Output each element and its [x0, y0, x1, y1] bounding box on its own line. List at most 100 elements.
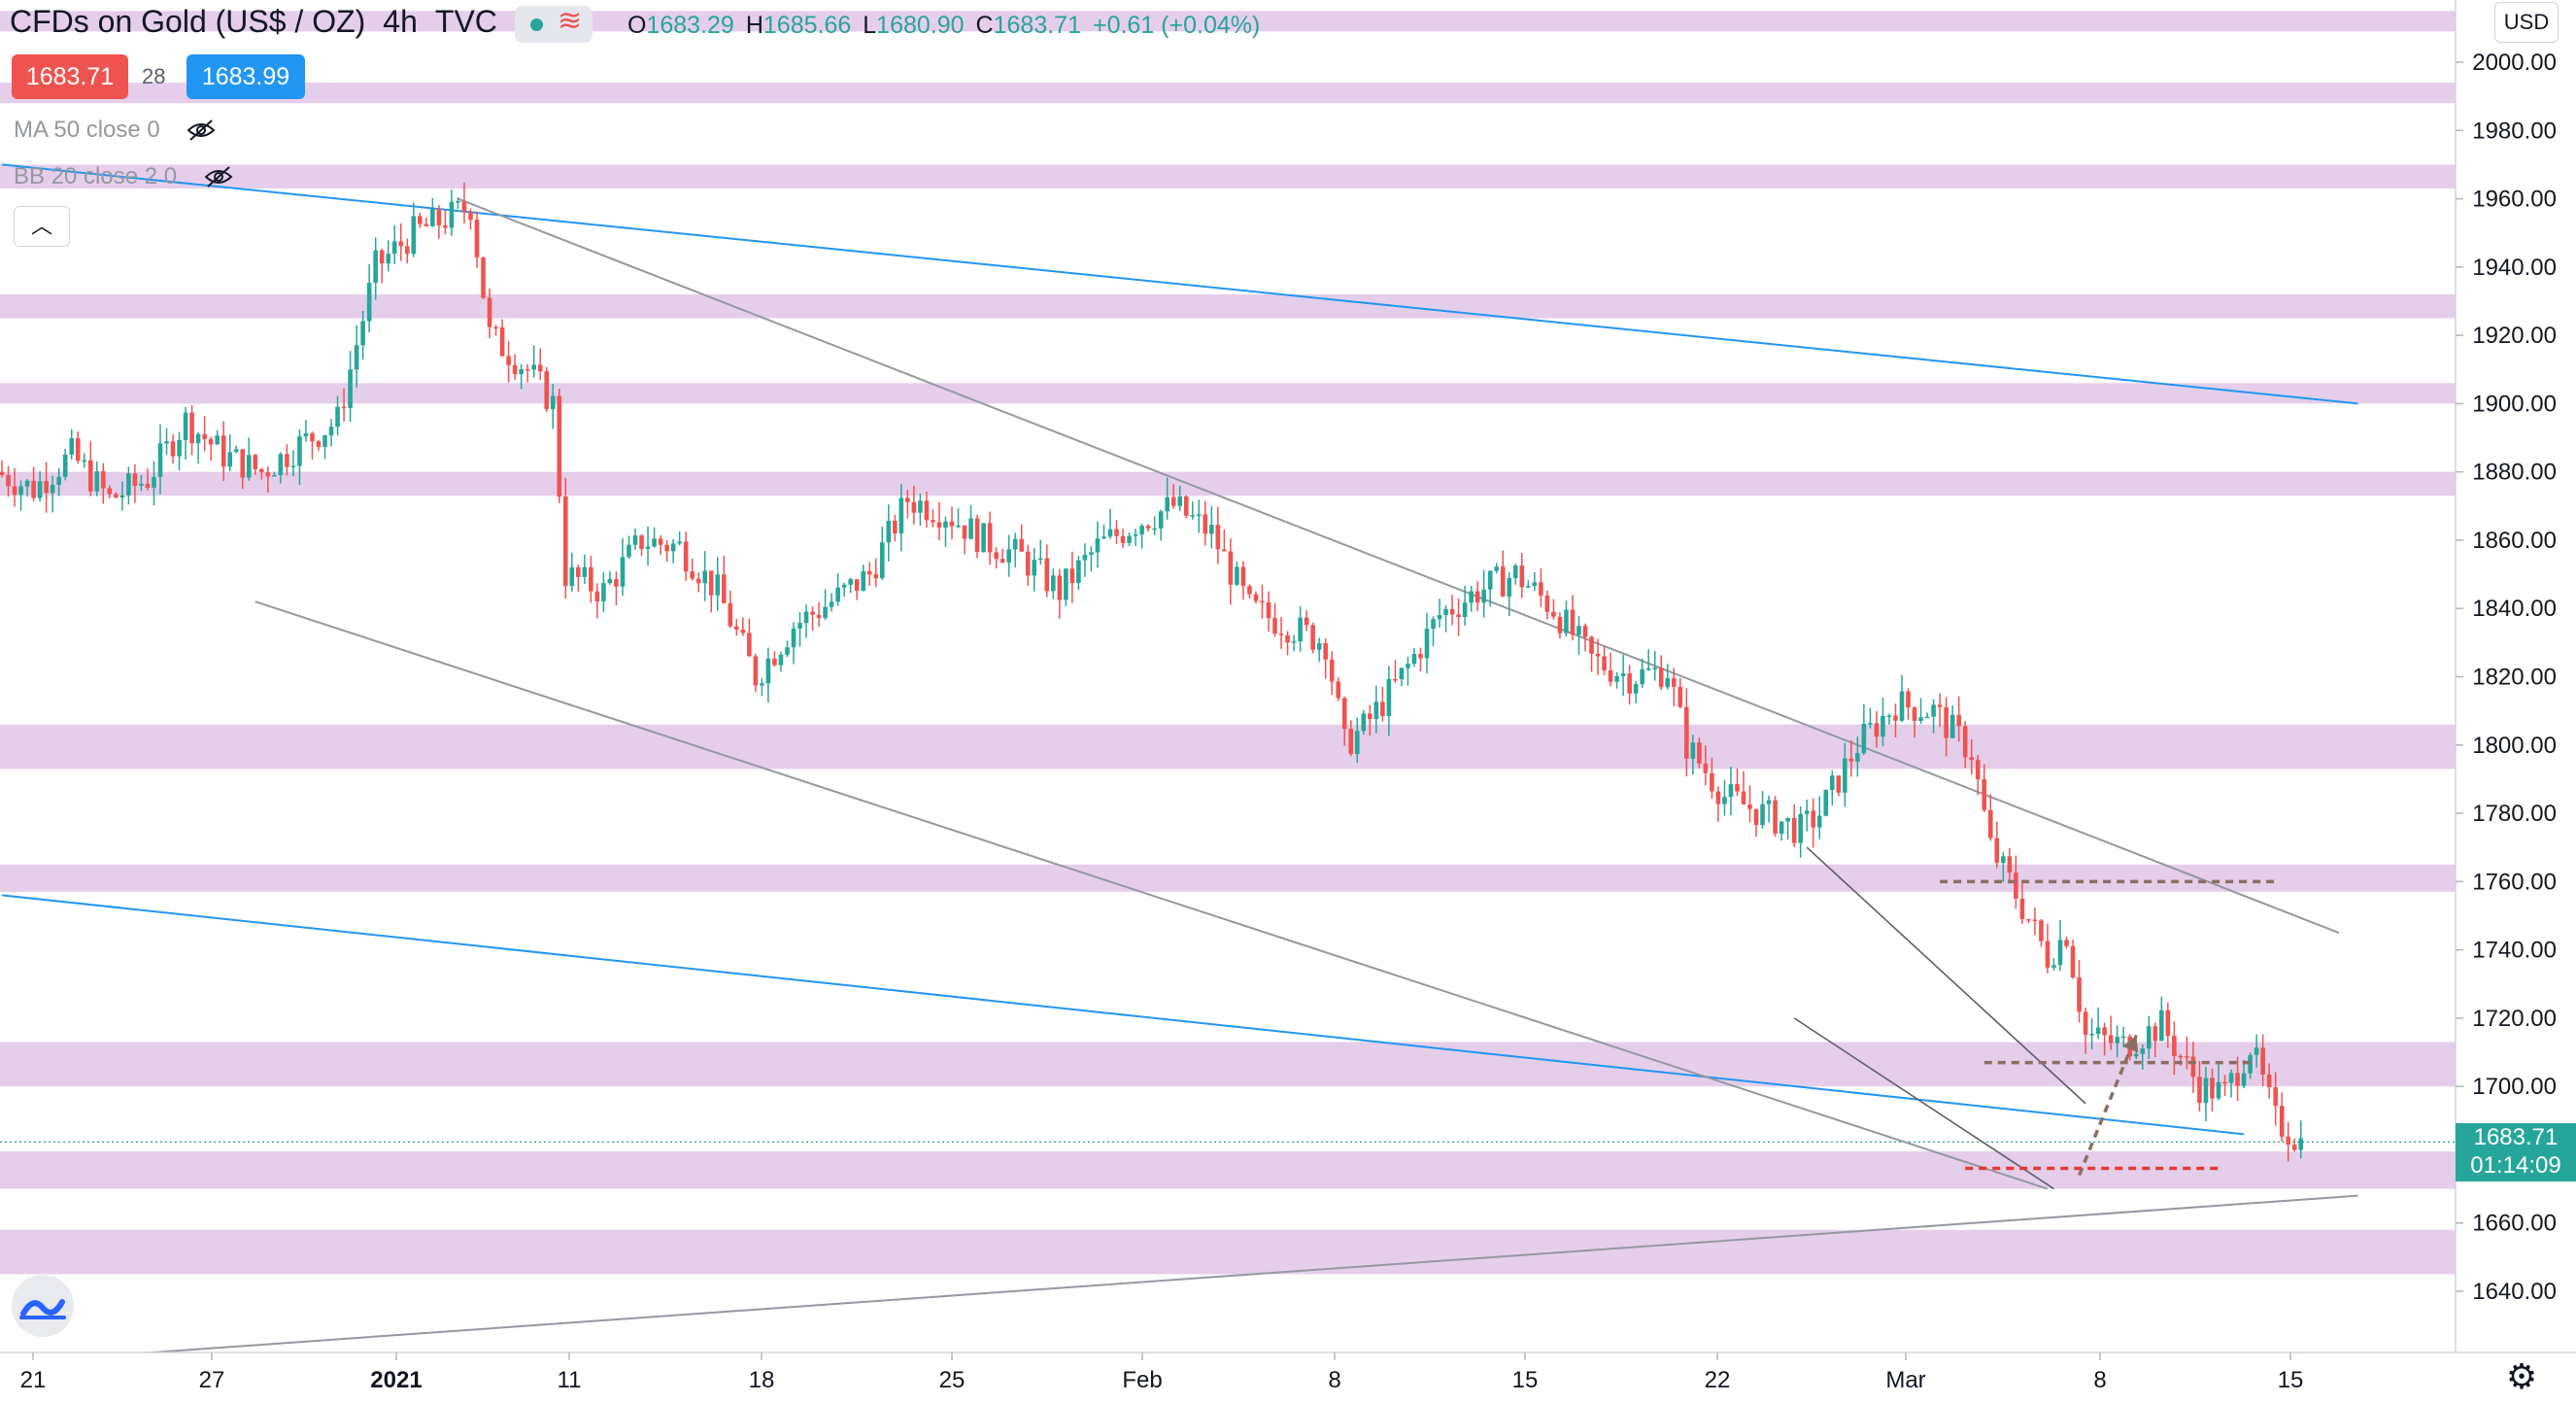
candle-body — [1183, 496, 1189, 516]
candle-body — [670, 543, 676, 552]
candle-body — [1278, 633, 1284, 635]
eye-off-icon[interactable] — [204, 165, 233, 188]
candle-body — [1393, 678, 1398, 681]
candle-body — [18, 486, 23, 496]
currency-button[interactable]: USD — [2494, 2, 2559, 43]
candle-body — [1539, 582, 1543, 596]
candle-body — [1386, 678, 1392, 716]
time-tick-label: 8 — [1328, 1367, 1340, 1393]
candle-body — [94, 471, 100, 492]
gear-icon[interactable]: ⚙ — [2505, 1357, 2538, 1397]
candle-body — [1747, 804, 1752, 809]
candle-body — [645, 546, 651, 549]
candle-body — [2172, 1036, 2177, 1056]
candle-body — [1222, 549, 1227, 552]
candle-body — [956, 525, 961, 528]
candle-body — [12, 486, 17, 496]
candle-body — [1507, 578, 1512, 597]
candle-body — [2064, 940, 2069, 946]
candle-body — [50, 484, 55, 494]
candle-body — [1918, 717, 1923, 721]
candle-body — [1994, 838, 2000, 864]
candle-body — [2222, 1081, 2227, 1084]
candle-body — [195, 433, 201, 444]
high-value: 1685.66 — [763, 12, 852, 39]
tradingview-logo-icon[interactable] — [12, 1275, 74, 1337]
candle-body — [1557, 616, 1563, 633]
candle-body — [87, 460, 93, 492]
candle-body — [1962, 726, 1968, 758]
candle-body — [1285, 634, 1290, 643]
symbol-title[interactable]: CFDs on Gold (US$ / OZ) 4h TVC — [10, 4, 515, 40]
candle-body — [1481, 589, 1486, 603]
time-tick-label: 21 — [20, 1367, 47, 1393]
sell-price-button[interactable]: 1683.71 — [12, 54, 128, 99]
spread-value: 28 — [142, 64, 166, 88]
candle-body — [2279, 1106, 2285, 1137]
candle-body — [1107, 529, 1113, 537]
candle-body — [823, 606, 828, 618]
price-tick-label: 1720.00 — [2472, 1006, 2557, 1032]
candle-body — [1341, 698, 1347, 730]
close-value: 1683.71 — [993, 12, 1081, 39]
target-levels — [1940, 879, 2276, 1177]
candle-body — [303, 432, 309, 437]
candle-body — [360, 321, 365, 346]
candle-body — [695, 578, 701, 584]
candle-body — [658, 538, 663, 545]
candle-body — [6, 474, 11, 487]
candle-body — [866, 570, 872, 575]
candle-body — [861, 570, 866, 592]
resistance-zone — [0, 11, 2456, 32]
candle-body — [1102, 536, 1106, 539]
trendline-blue-upper — [1, 163, 2358, 405]
candle-body — [44, 481, 49, 494]
candle-body — [0, 471, 5, 475]
candle-body — [652, 538, 657, 547]
candle-body — [576, 566, 581, 577]
candle-body — [747, 633, 752, 657]
candle-body — [335, 406, 340, 428]
candle-body — [468, 212, 473, 221]
candle-body — [391, 241, 397, 255]
candle-body — [297, 436, 302, 466]
bb-indicator-legend[interactable]: BB 20 close 2 0 — [14, 163, 177, 190]
candle-body — [2089, 1034, 2094, 1036]
candle-body — [487, 297, 492, 327]
candle-body — [1848, 758, 1854, 762]
candle-body — [1589, 636, 1594, 654]
candle-body — [24, 480, 30, 487]
candle-body — [893, 521, 898, 534]
candle-body — [2045, 941, 2051, 968]
candle-body — [1373, 702, 1379, 720]
candle-body — [873, 574, 879, 579]
candle-body — [1881, 715, 1885, 737]
candle-body — [1424, 629, 1430, 659]
market-status-pill[interactable]: ≋ — [515, 4, 593, 43]
candle-body — [208, 439, 214, 445]
candle-body — [1949, 714, 1955, 738]
interval-label: 4h — [383, 4, 418, 39]
candle-body — [2254, 1047, 2259, 1055]
candle-body — [987, 523, 993, 553]
time-tick-label: 15 — [2278, 1367, 2304, 1393]
price-tick-label: 1660.00 — [2472, 1211, 2557, 1237]
candle-body — [1406, 664, 1410, 668]
ma-indicator-legend[interactable]: MA 50 close 0 — [14, 117, 160, 144]
candle-body — [1298, 617, 1303, 642]
candle-body — [1025, 551, 1031, 576]
candle-body — [145, 483, 151, 488]
candle-body — [2102, 1027, 2107, 1036]
buy-price-button[interactable]: 1683.99 — [186, 54, 305, 99]
eye-off-icon[interactable] — [186, 119, 216, 142]
candle-body — [1804, 810, 1810, 814]
candle-body — [1595, 653, 1601, 657]
candle-body — [816, 614, 822, 618]
candle-body — [569, 566, 575, 587]
collapse-legend-button[interactable]: ︿ — [14, 206, 70, 247]
candle-body — [2197, 1077, 2202, 1104]
candle-body — [265, 472, 271, 477]
candle-body — [835, 587, 840, 602]
candle-body — [797, 623, 802, 629]
